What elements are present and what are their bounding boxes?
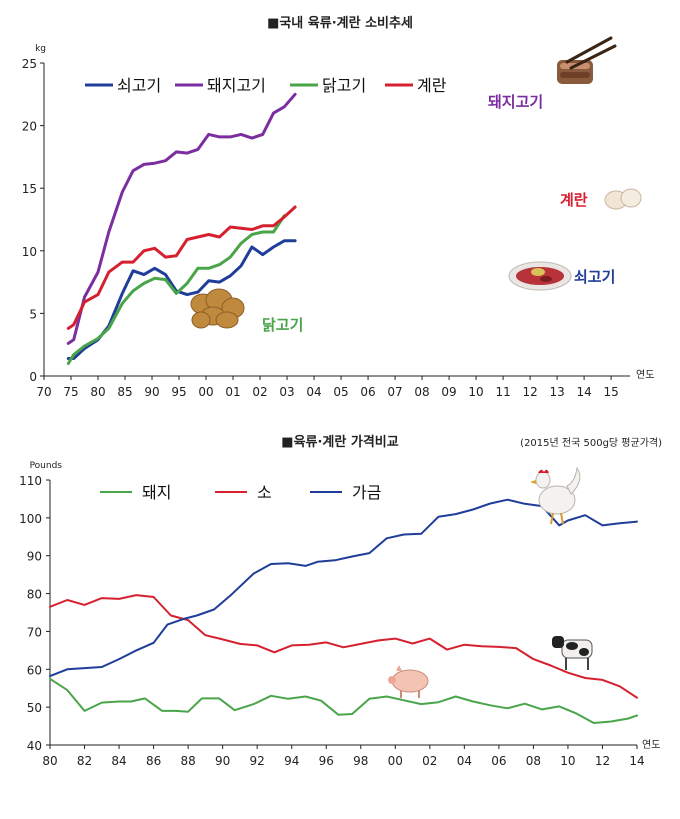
legend-label: 닭고기 xyxy=(322,76,366,95)
x-tick-label: 12 xyxy=(522,385,537,399)
y-tick-label: 60 xyxy=(27,663,42,677)
x-tick-label: 00 xyxy=(198,385,213,399)
y-tick-label: 80 xyxy=(27,588,42,602)
y-tick-label: 40 xyxy=(27,739,42,753)
x-tick-label: 84 xyxy=(111,754,126,768)
y-tick-label: 25 xyxy=(22,57,37,71)
legend-label: 돼지고기 xyxy=(207,76,266,95)
x-tick-label: 00 xyxy=(388,754,403,768)
y-tick-label: 50 xyxy=(27,701,42,715)
eggs-image xyxy=(604,188,642,210)
legend-label: 쇠고기 xyxy=(117,76,161,95)
x-axis-label: 연도 xyxy=(642,739,660,751)
chart-title: ■국내 육류·계란 소비추세 xyxy=(267,15,413,31)
legend-label: 소 xyxy=(257,483,272,502)
series-line-가금 xyxy=(49,498,638,678)
x-tick-label: 14 xyxy=(576,385,591,399)
x-tick-label: 03 xyxy=(279,385,294,399)
x-tick-label: 10 xyxy=(560,754,575,768)
fried-chicken-image xyxy=(190,288,245,329)
x-tick-label: 08 xyxy=(526,754,541,768)
x-tick-label: 14 xyxy=(629,754,644,768)
x-tick-label: 08 xyxy=(414,385,429,399)
x-tick-label: 02 xyxy=(422,754,437,768)
x-tick-label: 07 xyxy=(387,385,402,399)
chart-subtitle: (2015년 전국 500g당 평균가격) xyxy=(520,436,662,449)
legend-item-가금: 가금 xyxy=(310,483,381,502)
x-tick-label: 02 xyxy=(252,385,267,399)
series-line-돼지고기 xyxy=(66,92,297,345)
x-tick-label: 15 xyxy=(603,385,618,399)
legend-label: 가금 xyxy=(352,483,381,502)
series-line-돼지 xyxy=(49,677,638,724)
legend-item-계란: 계란 xyxy=(385,76,447,95)
x-tick-label: 12 xyxy=(595,754,610,768)
x-tick-label: 01 xyxy=(225,385,240,399)
y-tick-label: 20 xyxy=(22,120,37,134)
x-tick-label: 90 xyxy=(215,754,230,768)
x-tick-label: 98 xyxy=(353,754,368,768)
series-line-소 xyxy=(49,594,638,699)
x-tick-label: 05 xyxy=(333,385,348,399)
x-tick-label: 09 xyxy=(441,385,456,399)
x-tick-label: 06 xyxy=(491,754,506,768)
x-tick-label: 13 xyxy=(549,385,564,399)
legend-item-닭고기: 닭고기 xyxy=(290,76,366,95)
y-tick-label: 110 xyxy=(19,474,42,488)
x-tick-label: 92 xyxy=(250,754,265,768)
x-tick-label: 96 xyxy=(319,754,334,768)
x-tick-label: 11 xyxy=(495,385,510,399)
y-tick-label: 100 xyxy=(19,512,42,526)
x-tick-label: 10 xyxy=(468,385,483,399)
x-tick-label: 95 xyxy=(171,385,186,399)
legend-item-소: 소 xyxy=(215,483,272,502)
y-tick-label: 5 xyxy=(29,307,37,321)
annotation-label-돼지고기: 돼지고기 xyxy=(488,93,543,111)
grilled-pork-image xyxy=(557,36,617,84)
legend-item-돼지: 돼지 xyxy=(100,483,171,502)
x-tick-label: 70 xyxy=(36,385,51,399)
series-line-계란 xyxy=(66,205,297,330)
legend-label: 계란 xyxy=(417,76,447,95)
y-axis-unit: Pounds xyxy=(30,461,63,471)
x-tick-label: 04 xyxy=(306,385,321,399)
x-tick-label: 90 xyxy=(144,385,159,399)
x-tick-label: 86 xyxy=(146,754,161,768)
y-tick-label: 0 xyxy=(29,370,37,384)
series-line-닭고기 xyxy=(66,214,286,365)
x-tick-label: 06 xyxy=(360,385,375,399)
x-tick-label: 04 xyxy=(457,754,472,768)
rooster-image xyxy=(530,466,581,525)
pig-image xyxy=(388,665,429,698)
x-tick-label: 80 xyxy=(90,385,105,399)
y-tick-label: 90 xyxy=(27,550,42,564)
legend-item-돼지고기: 돼지고기 xyxy=(175,76,266,95)
y-axis-unit: kg xyxy=(35,44,46,54)
y-tick-label: 15 xyxy=(22,182,37,196)
chart-meat-egg-price-comparison: ■육류·계란 가격비교 (2015년 전국 500g당 평균가격) Pounds 연도… xyxy=(19,434,662,768)
x-tick-label: 82 xyxy=(77,754,92,768)
x-tick-label: 85 xyxy=(117,385,132,399)
cow-image xyxy=(552,636,593,670)
x-tick-label: 80 xyxy=(42,754,57,768)
x-tick-label: 75 xyxy=(63,385,78,399)
x-axis-label: 연도 xyxy=(636,369,654,381)
y-tick-label: 10 xyxy=(22,245,37,259)
legend-item-쇠고기: 쇠고기 xyxy=(85,76,161,95)
annotation-label-닭고기: 닭고기 xyxy=(262,316,303,334)
y-tick-label: 70 xyxy=(27,625,42,639)
annotation-label-쇠고기: 쇠고기 xyxy=(574,268,615,286)
legend-label: 돼지 xyxy=(142,483,171,502)
chart-title: ■육류·계란 가격비교 xyxy=(281,434,398,450)
beef-plate-image xyxy=(508,261,572,291)
x-tick-label: 94 xyxy=(284,754,299,768)
x-tick-label: 88 xyxy=(180,754,195,768)
annotation-label-계란: 계란 xyxy=(560,191,588,209)
